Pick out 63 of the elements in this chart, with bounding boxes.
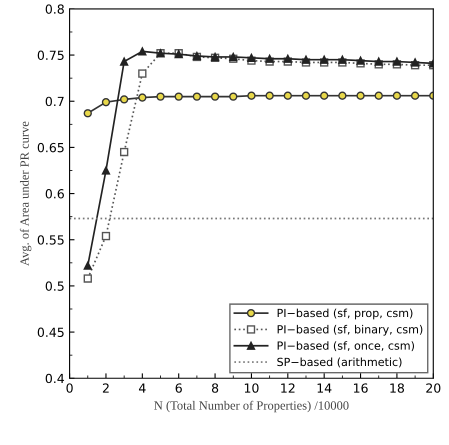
x-axis-title: N (Total Number of Properties) /10000 — [154, 400, 349, 412]
point — [174, 92, 183, 101]
x-tick-label: 14 — [318, 383, 332, 393]
point — [120, 95, 128, 104]
point — [356, 92, 365, 100]
y-tick-label: 0.45 — [38, 328, 64, 338]
x-tick-label: 18 — [390, 383, 404, 393]
point — [284, 92, 292, 100]
point — [84, 261, 92, 270]
point — [338, 56, 347, 64]
y-tick-label: 0.4 — [46, 374, 64, 384]
point — [302, 92, 310, 100]
point — [229, 92, 238, 101]
point — [392, 57, 402, 66]
point — [156, 92, 165, 101]
point — [265, 92, 274, 100]
point — [102, 232, 110, 240]
legend-label: PI−based (sf, binary, csm) — [278, 324, 422, 336]
legend-label: PI−based (sf, once, csm) — [278, 341, 414, 352]
point — [320, 92, 328, 100]
point — [284, 54, 292, 63]
y-tick-label: 0.75 — [38, 50, 64, 60]
y-tick-label: 0.8 — [46, 4, 64, 14]
x-tick-label: 12 — [281, 383, 295, 393]
x-tick-label: 20 — [426, 383, 440, 393]
point — [247, 92, 256, 100]
legend-label: SP−based (arithmetic) — [277, 357, 402, 368]
point — [102, 98, 110, 106]
point — [320, 56, 328, 64]
point — [84, 274, 92, 283]
point — [338, 92, 347, 100]
point — [410, 58, 420, 67]
point — [84, 109, 92, 118]
point — [302, 56, 310, 64]
point — [247, 54, 256, 62]
point — [120, 57, 128, 66]
point — [210, 92, 220, 101]
point — [120, 148, 128, 156]
x-tick-label: 10 — [244, 383, 259, 393]
x-tick-label: 2 — [102, 383, 109, 393]
x-tick-label: 6 — [176, 383, 182, 393]
y-tick-label: 0.65 — [38, 142, 64, 152]
point — [374, 57, 383, 66]
point — [392, 92, 402, 100]
y-tick-label: 0.5 — [46, 281, 64, 291]
x-tick-label: 4 — [138, 383, 146, 393]
point — [138, 69, 146, 78]
point — [265, 54, 274, 63]
point — [356, 56, 365, 65]
x-tick-label: 16 — [354, 383, 368, 393]
point — [374, 92, 383, 100]
point — [138, 47, 146, 56]
point — [102, 166, 110, 175]
y-axis-title: Avg. of Area under PR curve — [20, 122, 32, 266]
legend-label: PI−based (sf, prop, csm) — [278, 308, 412, 320]
y-tick-label: 0.6 — [46, 189, 64, 198]
x-tick-label: 0 — [66, 383, 73, 393]
point — [138, 93, 146, 102]
y-tick-label: 0.55 — [38, 235, 64, 245]
point — [192, 92, 202, 101]
y-tick-label: 0.7 — [46, 96, 64, 106]
point — [410, 92, 420, 100]
x-tick-label: 8 — [212, 383, 218, 393]
